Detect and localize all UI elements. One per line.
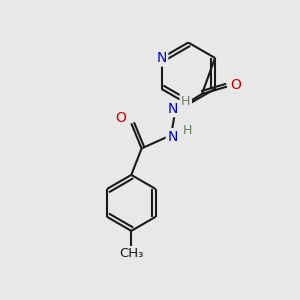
Text: H: H bbox=[183, 124, 192, 137]
Text: H: H bbox=[181, 95, 190, 108]
Text: N: N bbox=[168, 102, 178, 116]
Text: O: O bbox=[116, 110, 126, 124]
Text: N: N bbox=[156, 51, 167, 65]
Text: O: O bbox=[230, 78, 241, 92]
Text: N: N bbox=[167, 130, 178, 144]
Text: CH₃: CH₃ bbox=[119, 247, 143, 260]
